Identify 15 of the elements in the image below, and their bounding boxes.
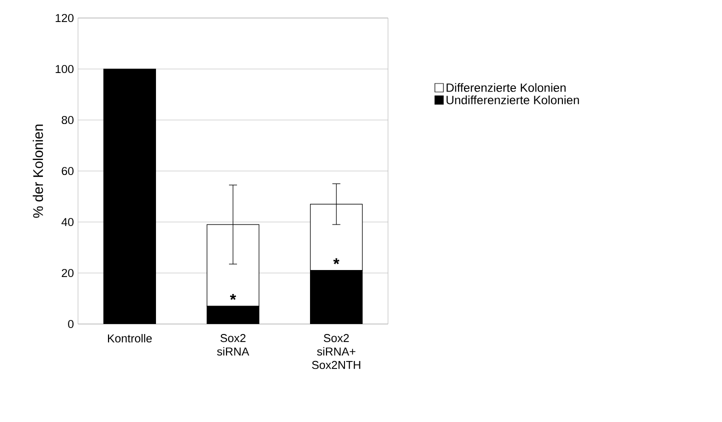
y-tick-label: 0 [68,320,74,328]
y-tick-label: 80 [62,116,74,124]
y-axis-title: % der Kolonien [32,124,44,218]
x-tick-label: Sox2 siRNA+ Sox2NTH [312,334,360,370]
y-tick-label: 100 [56,64,74,74]
x-tick-label: Kontrolle [108,334,152,342]
x-tick-label: Sox2 siRNA [217,334,250,356]
legend-label: Undifferenzierte Kolonien [446,95,579,104]
y-tick-label: 60 [62,166,74,176]
y-tick-label: 40 [62,218,74,226]
y-tick-label: 120 [56,14,74,22]
y-tick-label: 20 [62,268,74,278]
annotation: * [333,258,340,264]
annotation: * [230,294,236,300]
legend-label: Differenzierte Kolonien [446,83,566,92]
